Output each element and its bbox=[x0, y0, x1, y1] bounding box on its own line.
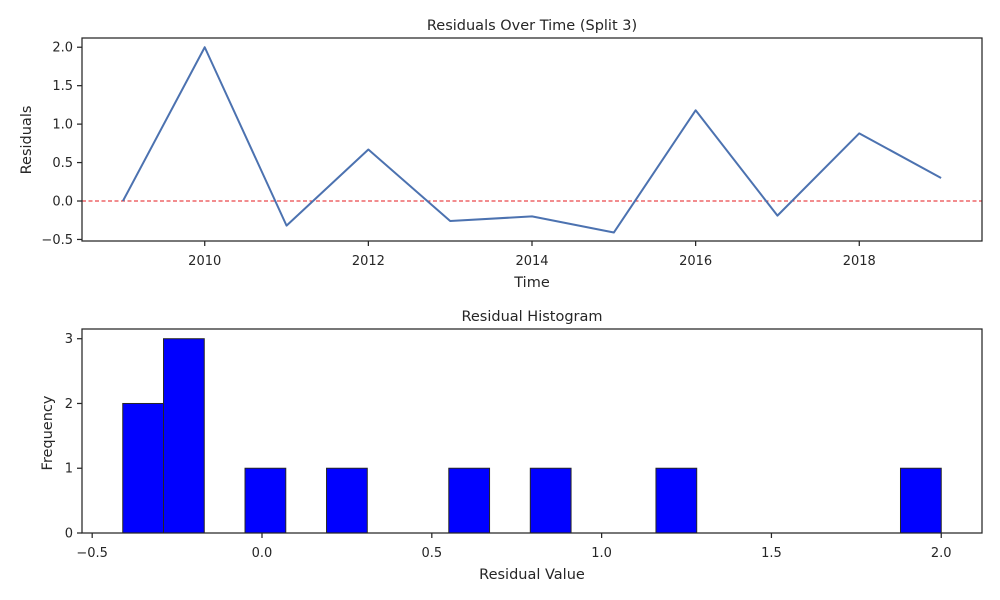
line-x-tick-label: 2016 bbox=[679, 254, 712, 269]
histogram-x-tick-label: 0.0 bbox=[252, 546, 273, 561]
residuals-line-chart: Residuals Over Time (Split 3) −0.5 0.0 0.5… bbox=[19, 18, 983, 291]
histogram-bar bbox=[448, 467, 491, 534]
histogram-x-label: Residual Value bbox=[479, 567, 585, 583]
histogram-bars bbox=[122, 338, 942, 534]
histogram-x-tick-label: −0.5 bbox=[76, 546, 108, 561]
line-chart-x-label: Time bbox=[513, 275, 550, 291]
line-x-tick-label: 2010 bbox=[188, 254, 221, 269]
line-x-tick-label: 2012 bbox=[352, 254, 385, 269]
histogram-bar bbox=[529, 467, 572, 534]
histogram-y-tick-label: 2 bbox=[65, 397, 73, 412]
histogram-y-label: Frequency bbox=[40, 395, 56, 470]
histogram-frame bbox=[81, 328, 983, 534]
histogram-bar bbox=[655, 467, 698, 534]
histogram-title: Residual Histogram bbox=[461, 309, 602, 325]
residuals-series-line bbox=[122, 46, 942, 234]
histogram-y-tick-label: 1 bbox=[65, 462, 73, 477]
line-y-tick-label: 2.0 bbox=[52, 41, 73, 56]
histogram-y-tick-label: 0 bbox=[65, 527, 73, 542]
histogram-bar bbox=[899, 467, 942, 534]
line-y-tick-label: 1.0 bbox=[52, 118, 73, 133]
histogram-x-tick-label: 1.0 bbox=[591, 546, 612, 561]
histogram-bar bbox=[122, 402, 165, 534]
line-chart-frame bbox=[81, 37, 983, 242]
histogram-bar bbox=[244, 467, 287, 534]
line-chart-y-label: Residuals bbox=[19, 106, 35, 175]
line-y-tick-label: 0.5 bbox=[52, 156, 73, 171]
line-y-tick-label: 1.5 bbox=[52, 79, 73, 94]
line-chart-title: Residuals Over Time (Split 3) bbox=[427, 18, 637, 34]
histogram-x-tick-label: 2.0 bbox=[931, 546, 952, 561]
histogram-bar bbox=[326, 467, 368, 534]
histogram-y-tick-label: 3 bbox=[65, 332, 73, 347]
line-x-tick-label: 2014 bbox=[515, 254, 548, 269]
histogram-x-ticks: −0.5 0.0 0.5 1.0 1.5 2.0 bbox=[76, 533, 952, 561]
histogram-y-ticks: 0 1 2 3 bbox=[65, 332, 82, 542]
histogram-bar bbox=[163, 338, 205, 534]
residual-histogram-chart: Residual Histogram 0 1 2 3 −0.5 0.0 0.5 1.0 1.5… bbox=[40, 309, 983, 583]
line-y-tick-label: −0.5 bbox=[41, 233, 73, 248]
line-chart-x-ticks: 2010 2012 2014 2016 2018 bbox=[188, 241, 876, 269]
line-y-tick-label: 0.0 bbox=[52, 195, 73, 210]
line-chart-y-ticks: −0.5 0.0 0.5 1.0 1.5 2.0 bbox=[41, 41, 82, 248]
histogram-x-tick-label: 1.5 bbox=[761, 546, 782, 561]
line-x-tick-label: 2018 bbox=[843, 254, 876, 269]
histogram-x-tick-label: 0.5 bbox=[421, 546, 442, 561]
